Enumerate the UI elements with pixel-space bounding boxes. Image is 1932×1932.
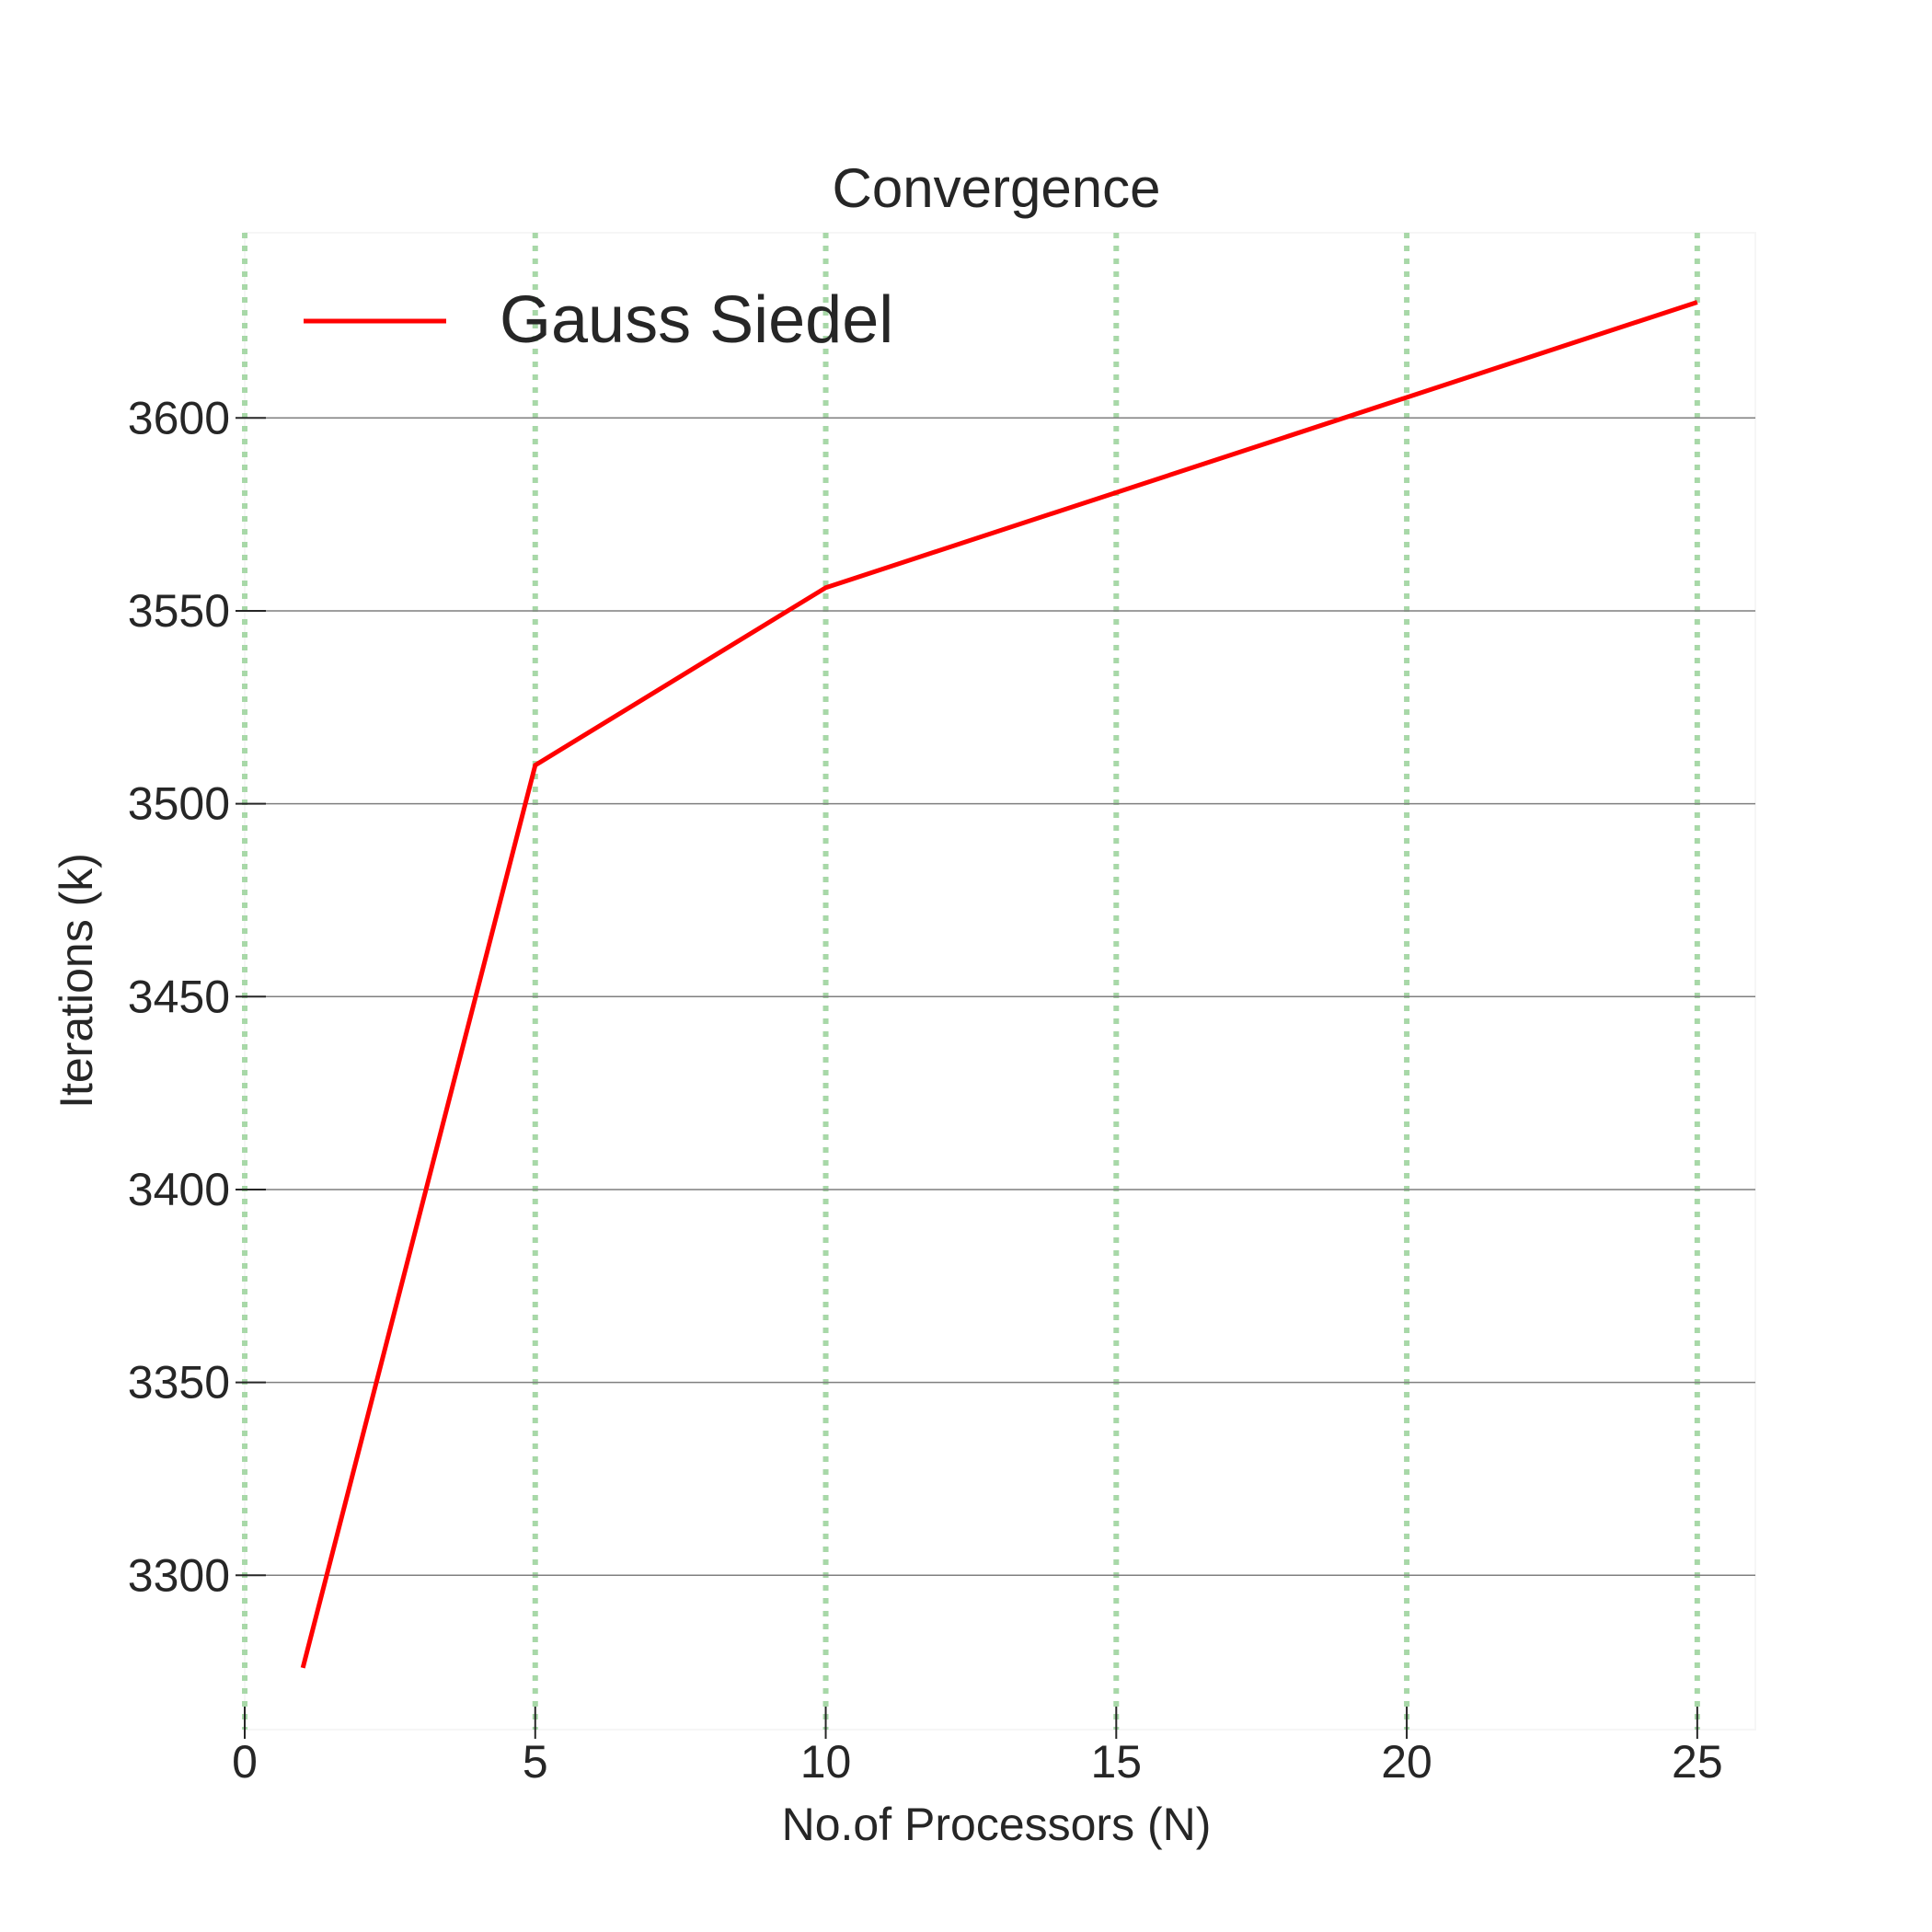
legend: Gauss Siedel: [304, 283, 893, 357]
y-tick-label: 3300: [128, 1549, 230, 1601]
x-tick-label: 15: [1090, 1736, 1142, 1788]
series-layer: [300, 300, 1698, 1669]
x-axis-label: No.of Processors (N): [782, 1799, 1212, 1850]
y-tick-label: 3600: [128, 392, 230, 443]
x-tick-label: 0: [232, 1736, 258, 1788]
y-axis-ticks: 3300 3350 3400 3450 3500 3550 3600: [128, 392, 266, 1601]
legend-label: Gauss Siedel: [500, 283, 893, 357]
x-tick-label: 10: [800, 1736, 852, 1788]
x-gridlines: [242, 233, 1700, 1730]
y-gridlines: [245, 417, 1755, 1577]
series-line-0: [300, 300, 1698, 1669]
y-tick-label: 3400: [128, 1164, 230, 1215]
x-axis-ticks: 0 5 10 15 20 25: [232, 1707, 1723, 1788]
chart-title: Convergence: [833, 157, 1161, 219]
y-tick-label: 3500: [128, 778, 230, 830]
x-tick-label: 20: [1381, 1736, 1432, 1788]
y-axis-label: Iterations (k): [51, 853, 102, 1109]
y-tick-label: 3350: [128, 1357, 230, 1409]
x-tick-label: 25: [1672, 1736, 1723, 1788]
y-tick-label: 3450: [128, 971, 230, 1022]
y-tick-label: 3550: [128, 585, 230, 637]
plot-area: [244, 232, 1756, 1731]
x-tick-label: 5: [523, 1736, 548, 1788]
